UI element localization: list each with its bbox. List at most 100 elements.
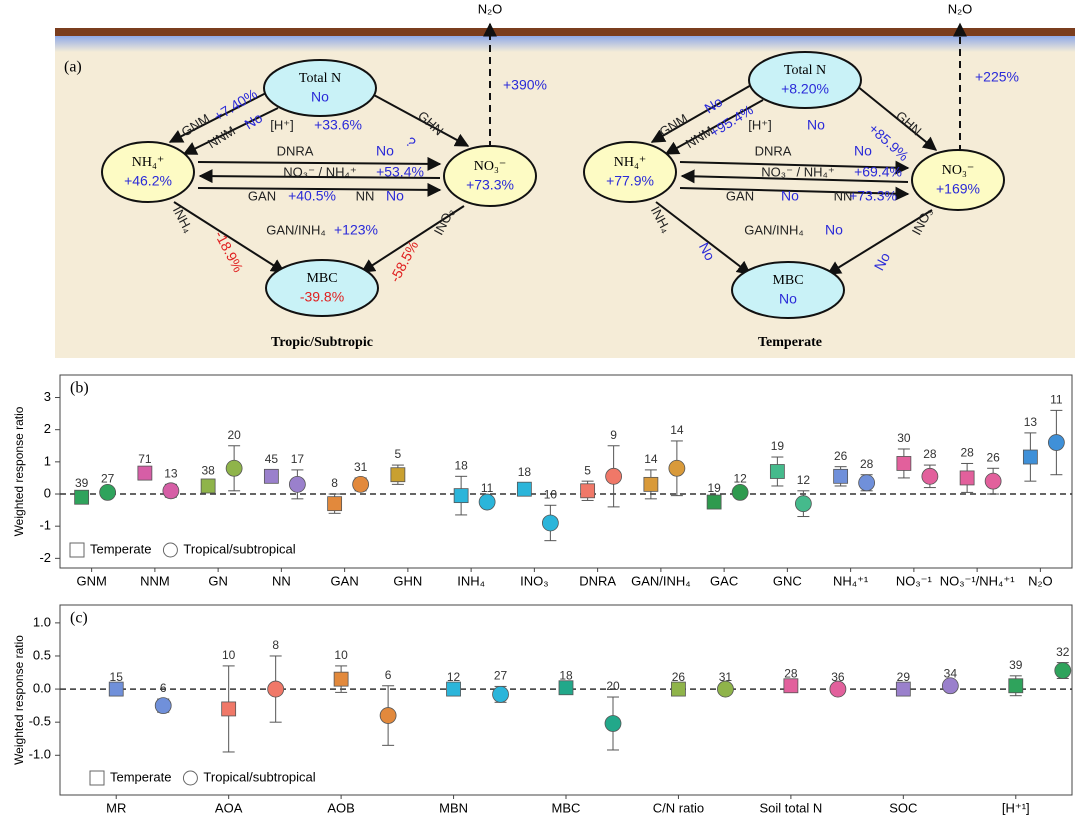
pool-name: NO₃⁻ — [474, 159, 507, 174]
sample-size: 5 — [584, 463, 591, 477]
soil-band — [55, 28, 1075, 36]
sample-size: 6 — [385, 668, 392, 682]
flux-name: NN — [356, 188, 375, 203]
flux-name: NO₃⁻ / NH₄⁺ — [283, 164, 356, 179]
square-marker — [263, 468, 279, 484]
x-tick-label: MBC — [552, 800, 581, 815]
circle-marker — [478, 493, 496, 511]
plot-frame — [59, 374, 1073, 569]
flux-name: GAN — [248, 188, 276, 203]
sample-size: 30 — [897, 431, 911, 445]
x-tick-label: INO₃ — [520, 573, 548, 588]
circle-marker — [154, 697, 172, 715]
sample-size: 28 — [784, 667, 798, 681]
sample-size: 20 — [227, 428, 241, 442]
circle-marker — [858, 474, 876, 492]
sample-size: 14 — [670, 423, 684, 437]
square-marker — [390, 467, 406, 483]
x-tick-label: GAC — [710, 573, 738, 588]
circle-marker — [99, 484, 117, 501]
circle-marker — [829, 680, 847, 698]
flux-arrow — [679, 186, 910, 201]
pool-value: +169% — [936, 181, 980, 197]
flux-value: No — [854, 143, 872, 159]
legend-symbol — [69, 542, 85, 558]
sample-size: 5 — [395, 447, 402, 461]
square-marker — [74, 489, 90, 505]
flux-arrow — [856, 85, 938, 151]
flux-value: No — [386, 188, 404, 204]
sample-size: 31 — [354, 460, 368, 474]
sample-size: 71 — [138, 452, 152, 466]
x-tick-label: DNRA — [579, 573, 616, 588]
x-tick-label: N₂O — [1028, 573, 1053, 588]
sample-size: 19 — [707, 481, 721, 495]
flux-value: +69.4% — [854, 164, 902, 180]
legend-label: Temperate — [110, 769, 171, 784]
legend-label: Temperate — [90, 541, 151, 556]
sample-size: 12 — [797, 473, 811, 487]
flux-value: No — [696, 240, 719, 264]
pool-name: NH₄⁺ — [132, 155, 165, 170]
circle-marker — [604, 715, 622, 732]
legend-symbol — [162, 542, 178, 558]
square-marker — [706, 494, 722, 510]
circle-marker — [717, 680, 734, 698]
sample-size: 11 — [1050, 393, 1063, 407]
circle-marker — [379, 707, 397, 724]
flux-arrow — [680, 169, 909, 184]
plot-frame — [59, 604, 1073, 796]
x-tick-label: GAN — [331, 573, 359, 588]
square-marker — [895, 681, 911, 697]
sample-size: 10 — [222, 648, 236, 662]
sample-size: 13 — [164, 467, 178, 481]
flux-value: No — [825, 222, 843, 238]
y-tick-label: 0 — [44, 485, 51, 500]
circle-marker — [541, 514, 559, 532]
sample-size: 8 — [272, 638, 279, 652]
y-tick-label: 1 — [44, 453, 51, 468]
flux-arrow — [826, 209, 933, 275]
sample-size: 18 — [518, 465, 532, 479]
circle-marker — [921, 467, 939, 485]
flux-name: NN — [834, 188, 853, 203]
flux-arrow — [168, 91, 269, 143]
square-marker — [221, 701, 237, 717]
pool-value: +73.3% — [466, 177, 514, 193]
panel-title: Tropic/Subtropic — [271, 335, 373, 350]
flux-arrow — [360, 205, 465, 273]
circle-marker — [605, 467, 623, 485]
sample-size: 12 — [733, 471, 747, 485]
sample-size: 15 — [110, 670, 124, 684]
pool-value: No — [311, 89, 329, 105]
n2o-label: N₂O — [478, 1, 503, 16]
sample-size: 6 — [160, 681, 167, 695]
circle-marker — [941, 677, 959, 695]
n2o-value: +225% — [975, 69, 1019, 85]
panel-label: (c) — [70, 610, 88, 627]
flux-arrow — [371, 93, 470, 147]
flux-name: GAN/INH₄ — [744, 222, 803, 237]
x-tick-label: MR — [106, 800, 126, 815]
circle-marker — [1047, 434, 1065, 451]
x-tick-label: Soil total N — [759, 800, 822, 815]
sample-size: 39 — [1009, 658, 1023, 672]
x-tick-label: NH₄⁺¹ — [833, 573, 869, 588]
x-tick-label: NN — [272, 573, 291, 588]
square-marker — [516, 481, 532, 497]
circle-marker — [288, 475, 306, 493]
y-tick-label: 1.0 — [33, 614, 51, 629]
flux-name: GAN — [726, 188, 754, 203]
pool-node — [101, 141, 195, 203]
x-tick-label: [H⁺¹] — [1002, 800, 1030, 815]
pool-node — [443, 145, 537, 207]
flux-arrow — [655, 201, 752, 275]
sample-size: 32 — [1056, 645, 1070, 659]
square-marker — [200, 478, 216, 494]
flux-value: No — [871, 250, 894, 274]
pool-name: NH₄⁺ — [614, 155, 647, 170]
x-tick-label: GNM — [76, 573, 106, 588]
sample-size: 9 — [610, 428, 617, 442]
y-tick-label: 0.5 — [33, 647, 51, 662]
